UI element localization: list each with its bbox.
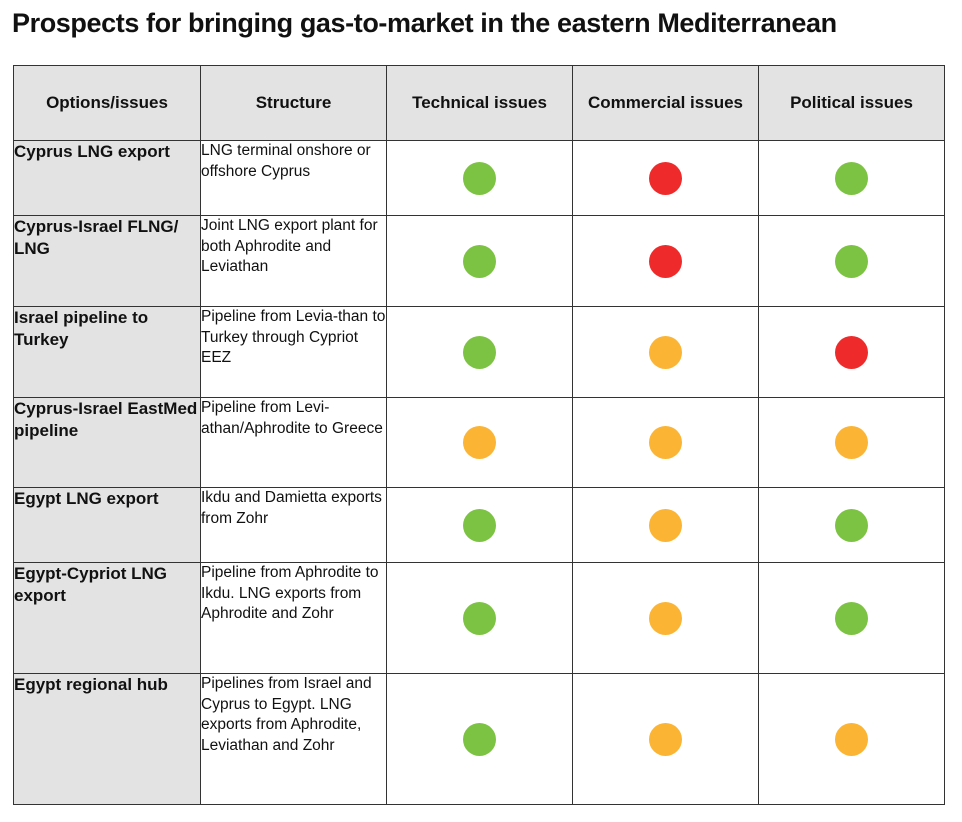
- header-commercial: Commercial issues: [572, 65, 759, 141]
- technical-status-dot: [463, 508, 496, 542]
- political-status-dot: [835, 722, 868, 756]
- political-status-dot: [835, 244, 868, 278]
- option-cell: Cyprus-Israel FLNG/ LNG: [13, 215, 201, 307]
- technical-status-dot: [463, 161, 496, 195]
- header-structure: Structure: [200, 65, 387, 141]
- commercial-status-dot: [649, 722, 682, 756]
- header-political: Political issues: [758, 65, 945, 141]
- table-row: Cyprus LNG export LNG terminal onshore o…: [13, 140, 945, 216]
- commercial-status-dot: [649, 335, 682, 369]
- political-status-dot: [835, 161, 868, 195]
- commercial-status-dot: [649, 426, 682, 459]
- political-status-dot: [835, 508, 868, 542]
- option-cell: Egypt-Cypriot LNG export: [13, 562, 201, 674]
- header-options: Options/issues: [13, 65, 201, 141]
- prospects-table: Options/issues Structure Technical issue…: [13, 65, 945, 805]
- option-cell: Cyprus-Israel EastMed pipeline: [13, 397, 201, 488]
- option-cell: Israel pipeline to Turkey: [13, 306, 201, 398]
- table-row: Cyprus-Israel EastMed pipeline Pipeline …: [13, 397, 945, 488]
- option-cell: Egypt LNG export: [13, 487, 201, 563]
- page-title: Prospects for bringing gas-to-market in …: [12, 8, 837, 38]
- table-row: Egypt regional hub Pipelines from Israel…: [13, 673, 945, 805]
- technical-status-dot: [463, 722, 496, 756]
- commercial-status-dot: [649, 508, 682, 542]
- structure-cell: Ikdu and Damietta exports from Zohr: [200, 487, 387, 563]
- table-row: Cyprus-Israel FLNG/ LNG Joint LNG export…: [13, 215, 945, 307]
- structure-cell: Pipelines from Israel and Cyprus to Egyp…: [200, 673, 387, 805]
- commercial-status-dot: [649, 244, 682, 278]
- technical-status-dot: [463, 244, 496, 278]
- political-status-dot: [835, 335, 868, 369]
- technical-status-dot: [463, 335, 496, 369]
- political-status-dot: [835, 601, 868, 635]
- option-cell: Egypt regional hub: [13, 673, 201, 805]
- structure-cell: Joint LNG export plant for both Aphrodit…: [200, 215, 387, 307]
- table-row: Egypt-Cypriot LNG export Pipeline from A…: [13, 562, 945, 674]
- table-row: Israel pipeline to Turkey Pipeline from …: [13, 306, 945, 398]
- option-cell: Cyprus LNG export: [13, 140, 201, 216]
- political-status-dot: [835, 426, 868, 459]
- technical-status-dot: [463, 426, 496, 459]
- header-row: Options/issues Structure Technical issue…: [13, 65, 945, 141]
- structure-cell: Pipeline from Levi-athan/Aphrodite to Gr…: [200, 397, 387, 488]
- commercial-status-dot: [649, 161, 682, 195]
- table-row: Egypt LNG export Ikdu and Damietta expor…: [13, 487, 945, 563]
- commercial-status-dot: [649, 601, 682, 635]
- structure-cell: Pipeline from Levia-than to Turkey throu…: [200, 306, 387, 398]
- technical-status-dot: [463, 601, 496, 635]
- header-technical: Technical issues: [386, 65, 573, 141]
- structure-cell: LNG terminal onshore or offshore Cyprus: [200, 140, 387, 216]
- structure-cell: Pipeline from Aphrodite to Ikdu. LNG exp…: [200, 562, 387, 674]
